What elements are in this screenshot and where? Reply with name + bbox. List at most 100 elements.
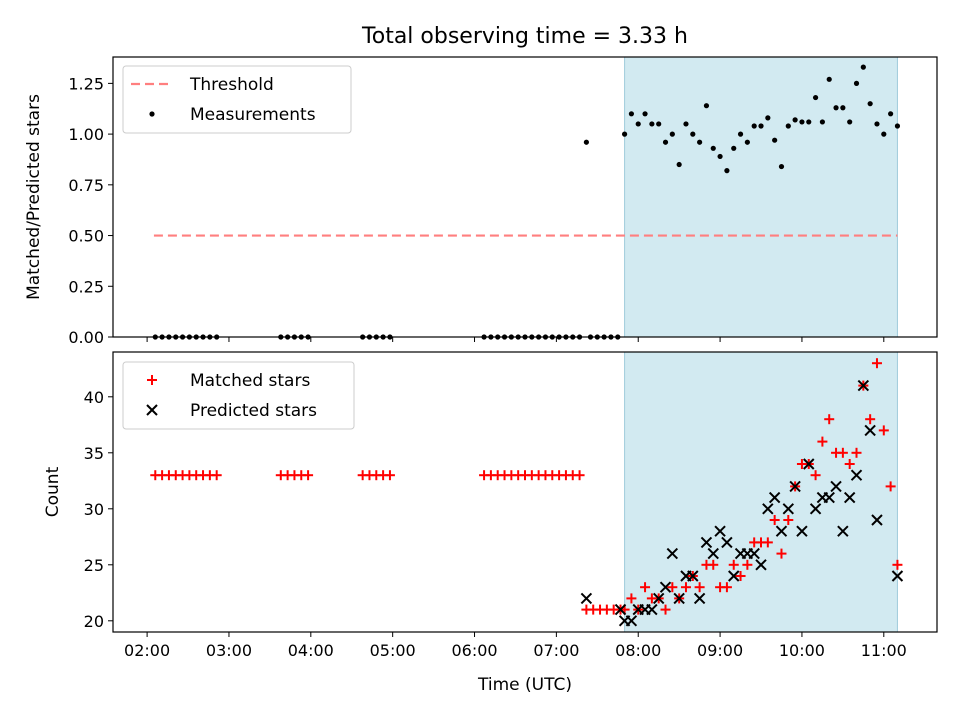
- measurement-point: [833, 105, 839, 111]
- measurement-point: [649, 121, 655, 127]
- measurement-point: [690, 131, 696, 137]
- predicted-point: [768, 491, 781, 504]
- predicted-point: [830, 480, 842, 493]
- predicted-point-b: [857, 379, 870, 392]
- measurement-point: [635, 121, 641, 127]
- predicted-point-b: [580, 592, 593, 605]
- x-tick-label: 07:00: [533, 641, 579, 660]
- predicted-point-b: [714, 525, 726, 537]
- predicted-point: [837, 525, 849, 537]
- measurement-point: [751, 123, 757, 129]
- x-tick-label: 11:00: [861, 641, 907, 660]
- predicted-point: [755, 559, 767, 571]
- measurement-point: [656, 121, 662, 127]
- matched-point: [742, 559, 753, 570]
- measurement-point: [628, 111, 635, 117]
- measurement-point: [867, 101, 873, 107]
- matched-point: [844, 459, 855, 469]
- predicted-point-b: [796, 525, 808, 537]
- matched-point: [885, 481, 896, 492]
- measurement-point: [717, 153, 723, 160]
- y-axis-label: Matched/Predicted stars: [24, 94, 44, 300]
- x-tick-label: 03:00: [206, 641, 252, 660]
- predicted-point: [864, 424, 876, 437]
- predicted-point-b: [809, 503, 822, 515]
- measurement-point: [874, 121, 880, 127]
- predicted-point-b: [762, 503, 774, 515]
- y-tick-label: 0.50: [68, 227, 104, 246]
- predicted-point: [748, 547, 760, 560]
- legend-label: Measurements: [190, 105, 316, 125]
- y-tick-label: 0.75: [68, 176, 104, 195]
- predicted-point: [707, 547, 719, 560]
- predicted-point: [687, 570, 699, 582]
- predicted-point-b: [789, 480, 801, 493]
- measurement-point: [778, 163, 785, 170]
- predicted-point: [843, 491, 856, 504]
- predicted-point: [673, 592, 685, 605]
- predicted-point-b: [748, 547, 760, 560]
- legend-measurement-swatch: [149, 111, 155, 117]
- legend: Threshold Measurements: [122, 65, 352, 134]
- measurement-point: [812, 94, 819, 101]
- matched-point: [817, 436, 828, 447]
- predicted-point: [728, 570, 740, 582]
- measurement-point: [799, 119, 805, 125]
- matched-point: [878, 425, 889, 436]
- predicted-point: [580, 592, 593, 605]
- predicted-point: [614, 603, 627, 616]
- measurement-point: [737, 131, 744, 137]
- predicted-point-b: [830, 480, 842, 493]
- y-tick-label: 1.00: [68, 125, 104, 144]
- matched-point: [626, 593, 637, 604]
- measurement-point: [847, 119, 853, 125]
- measurement-point: [881, 131, 887, 137]
- predicted-point: [891, 570, 904, 582]
- measurement-point: [703, 103, 710, 109]
- y-axis-label: Count: [43, 466, 63, 517]
- measurement-point: [785, 123, 791, 129]
- measurement-point: [697, 139, 703, 145]
- matched-point: [769, 515, 780, 525]
- x-axis-label: Time (UTC): [477, 675, 572, 695]
- predicted-point-b: [693, 592, 706, 605]
- measurement-point: [860, 64, 866, 70]
- matched-point: [735, 571, 746, 581]
- matched-point: [892, 559, 903, 570]
- predicted-point-b: [775, 525, 788, 537]
- matched-point: [824, 414, 835, 425]
- legend-box: [122, 65, 352, 134]
- predicted-point-b: [728, 570, 740, 582]
- axes-frame: [112, 351, 938, 633]
- predicted-point-b: [614, 603, 627, 616]
- predicted-point-b: [721, 536, 733, 549]
- measurement-point: [669, 131, 675, 137]
- predicted-point: [823, 491, 835, 504]
- predicted-point: [693, 592, 706, 605]
- measurement-point: [792, 117, 798, 123]
- matched-point: [810, 470, 821, 481]
- matched-point: [640, 582, 651, 593]
- matched-point: [694, 582, 705, 593]
- predicted-point: [652, 592, 665, 605]
- x-tick-label: 04:00: [288, 641, 334, 660]
- predicted-point-b: [843, 491, 856, 504]
- predicted-point: [666, 547, 679, 560]
- matched-point: [865, 414, 876, 425]
- predicted-point-b: [768, 491, 781, 504]
- y-tick-label: 35: [84, 444, 104, 463]
- predicted-point-b: [652, 592, 665, 605]
- measurement-point: [583, 139, 589, 145]
- legend-label: Threshold: [189, 75, 274, 95]
- legend-box: [122, 361, 355, 430]
- legend-label: Predicted stars: [190, 401, 317, 421]
- predicted-point-b: [782, 503, 795, 515]
- predicted-point-b: [646, 603, 658, 616]
- predicted-point-b: [837, 525, 849, 537]
- observing-window-shade: [624, 351, 898, 633]
- measurement-point: [819, 119, 826, 125]
- predicted-point-b: [803, 458, 815, 470]
- predicted-point: [796, 525, 808, 537]
- x-tick-label: 06:00: [451, 641, 497, 660]
